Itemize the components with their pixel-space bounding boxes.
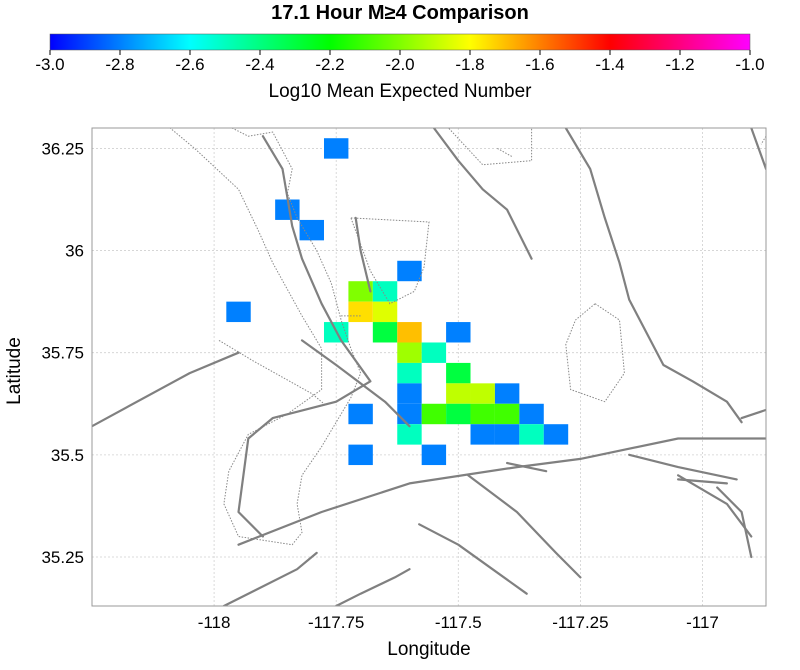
fault-line bbox=[716, 486, 753, 559]
heatmap-cell bbox=[519, 424, 544, 445]
heatmap-cell bbox=[446, 383, 471, 404]
x-tick-label: -117.25 bbox=[552, 613, 608, 632]
y-tick-label: 35.75 bbox=[41, 344, 84, 363]
heatmap-cell bbox=[470, 403, 495, 425]
fault-lines bbox=[92, 128, 766, 606]
dotted-zone bbox=[350, 217, 430, 305]
y-axis-label: Latitude bbox=[4, 337, 25, 405]
dotted-zone bbox=[565, 303, 625, 403]
dotted-zone bbox=[169, 128, 362, 546]
colorbar-tick-label: -2.6 bbox=[175, 55, 204, 74]
colorbar-ticks: -3.0 -2.8 -2.6 -2.4 -2.2 -2.0 -1.8 -1.6 -1.4 -1.2… bbox=[35, 50, 765, 74]
fault-line bbox=[300, 339, 411, 428]
colorbar-tick-label: -1.8 bbox=[455, 55, 484, 74]
x-tick-label: -117 bbox=[686, 613, 719, 632]
x-axis-label: Longitude bbox=[387, 639, 470, 660]
fault-line bbox=[740, 408, 766, 420]
colorbar-tick-label: -2.2 bbox=[315, 55, 344, 74]
heatmap-cell bbox=[372, 301, 398, 323]
fault-line bbox=[92, 351, 240, 428]
colorbar-tick-label: -3.0 bbox=[35, 55, 64, 74]
heatmap-cell bbox=[372, 322, 398, 343]
heatmap-cell bbox=[397, 322, 422, 343]
dotted-line bbox=[497, 147, 513, 158]
colorbar-label: Log10 Mean Expected Number bbox=[269, 81, 533, 102]
heatmap-cell bbox=[470, 424, 495, 445]
fault-line bbox=[467, 474, 582, 579]
fault-line bbox=[676, 474, 753, 538]
heatmap-cell bbox=[348, 444, 373, 466]
heatmap-cells bbox=[226, 138, 569, 466]
heatmap-cell bbox=[494, 424, 520, 445]
heatmap-cell bbox=[372, 281, 398, 302]
fault-line bbox=[628, 453, 738, 481]
fault-line bbox=[676, 478, 729, 485]
fault-line bbox=[432, 128, 533, 260]
fault-line bbox=[564, 128, 743, 424]
heatmap-cell bbox=[543, 424, 569, 445]
heatmap-cell bbox=[348, 281, 373, 302]
heatmap-cell bbox=[446, 322, 471, 343]
fault-line bbox=[750, 128, 766, 170]
dotted-zones bbox=[169, 128, 766, 546]
fault-line bbox=[418, 523, 528, 595]
fault-line bbox=[237, 135, 372, 538]
x-tick-label: -117.75 bbox=[308, 613, 364, 632]
heatmap-cell bbox=[397, 424, 422, 445]
heatmap-cell bbox=[519, 403, 544, 425]
x-tick-label: -117.5 bbox=[435, 613, 482, 632]
x-axis-ticks: -118 -117.75 -117.5 -117.25 -117 bbox=[198, 613, 719, 632]
heatmap-cell bbox=[421, 342, 447, 363]
y-axis-ticks: 35.25 35.5 35.75 36 36.25 bbox=[41, 139, 84, 567]
heatmap-cell bbox=[397, 403, 422, 425]
colorbar-tick-label: -2.8 bbox=[105, 55, 134, 74]
y-tick-label: 35.5 bbox=[51, 446, 84, 465]
colorbar-tick-label: -1.2 bbox=[665, 55, 694, 74]
heatmap-cell bbox=[446, 362, 471, 384]
colorbar-tick-label: -1.6 bbox=[525, 55, 554, 74]
colorbar-tick-label: -2.4 bbox=[245, 55, 274, 74]
dotted-zone bbox=[218, 339, 327, 407]
fault-line bbox=[222, 551, 318, 606]
fault-line bbox=[237, 437, 766, 546]
heatmap-cell bbox=[470, 383, 495, 404]
y-tick-label: 35.25 bbox=[41, 548, 84, 567]
heatmap-cell bbox=[494, 383, 520, 404]
heatmap-cell bbox=[275, 199, 300, 220]
dotted-line bbox=[760, 135, 766, 145]
chart-title: 17.1 Hour M≥4 Comparison bbox=[271, 2, 529, 24]
x-tick-label: -118 bbox=[198, 613, 231, 632]
colorbar bbox=[49, 33, 751, 51]
y-tick-label: 36 bbox=[65, 242, 84, 261]
colorbar-tick-label: -1.4 bbox=[595, 55, 624, 74]
colorbar-tick-label: -2.0 bbox=[385, 55, 414, 74]
heatmap-cell bbox=[226, 301, 251, 323]
heatmap-cell bbox=[421, 444, 447, 466]
dotted-zone bbox=[448, 128, 533, 166]
fault-line bbox=[335, 568, 411, 606]
heatmap-cell bbox=[446, 403, 471, 425]
fault-line bbox=[354, 216, 372, 293]
heatmap-cell bbox=[397, 362, 422, 384]
heatmap-cell bbox=[397, 383, 422, 404]
heatmap-cell bbox=[323, 138, 349, 159]
heatmap-cell bbox=[397, 260, 422, 282]
heatmap-cell bbox=[348, 301, 373, 323]
heatmap-cell bbox=[494, 403, 520, 425]
colorbar-tick-label: -1.0 bbox=[735, 55, 764, 74]
heatmap-cell bbox=[348, 403, 373, 425]
fault-line bbox=[506, 461, 548, 473]
heatmap-cell bbox=[421, 403, 447, 425]
plot-frame bbox=[91, 127, 767, 607]
heatmap-cell bbox=[397, 342, 422, 363]
y-tick-label: 36.25 bbox=[41, 139, 84, 158]
heatmap-cell bbox=[299, 219, 324, 241]
